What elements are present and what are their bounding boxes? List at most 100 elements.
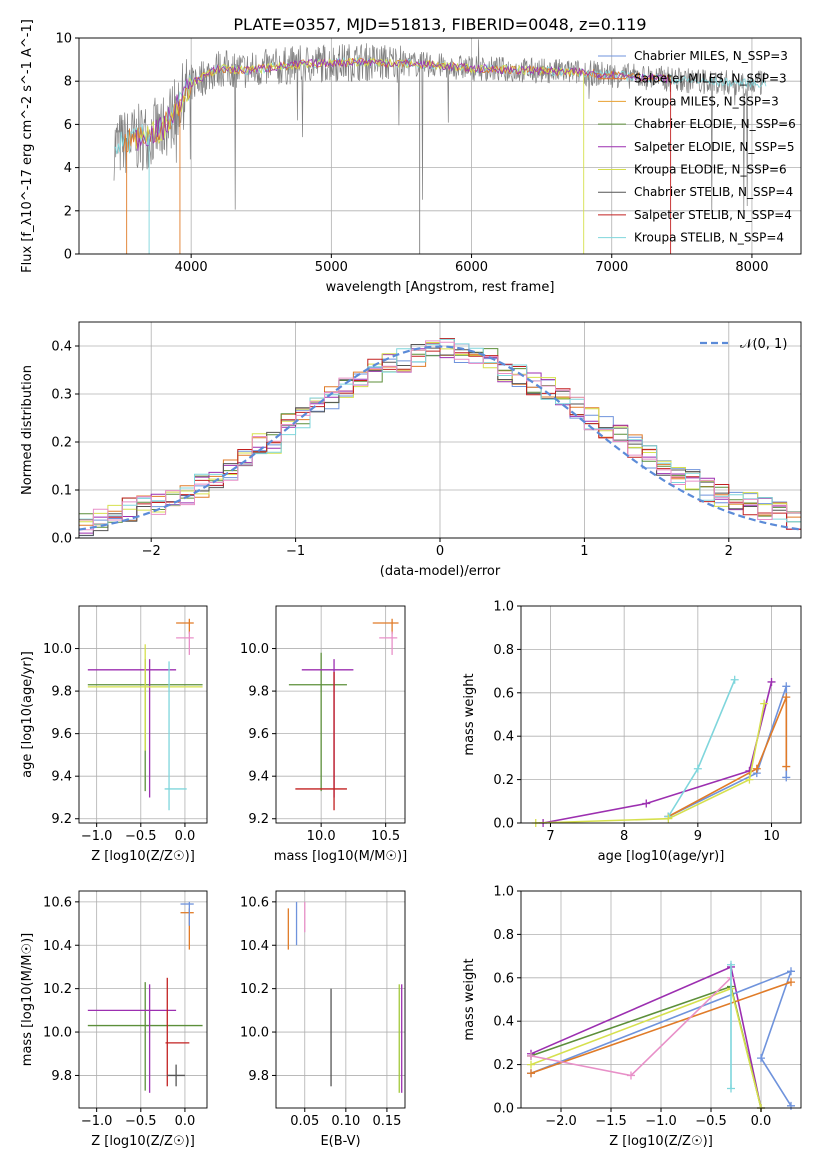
plot-area [87, 618, 203, 811]
x-axis-label: Z [log10(Z/Z☉)] [609, 1134, 713, 1149]
errorbar-point [180, 901, 194, 926]
tick-label-x: 4000 [175, 260, 208, 275]
axes: 0.05 0.10 0.15 9.8 10.0 10.2 10.4 10.6 E(B-V) [240, 890, 406, 1149]
tick-label-x: 7 [546, 829, 554, 844]
legend-label: Kroupa ELODIE, N_SSP=6 [634, 163, 787, 177]
tick-label-x: 10.5 [371, 829, 400, 844]
mass-weight-line [667, 679, 736, 817]
legend-label: 𝒩(0, 1) [740, 337, 787, 352]
axes-frame [78, 890, 208, 1109]
x-axis-label: age [log10(age/yr)] [598, 849, 725, 864]
tick-label-x: −1.0 [645, 1114, 677, 1129]
mass-weight-marker [757, 1054, 765, 1063]
legend-label: Chabrier ELODIE, N_SSP=6 [634, 117, 796, 131]
errorbar-point [301, 659, 354, 798]
tick-label-x: 9 [694, 829, 702, 844]
tick-label-y: 10.6 [240, 895, 269, 910]
legend: Chabrier MILES, N_SSP=3 Salpeter MILES, N… [598, 49, 796, 245]
mass-weight-marker [787, 1101, 795, 1110]
errorbar-point [87, 644, 203, 751]
tick-label-x: −2 [142, 544, 161, 559]
axes: −2 −1 0 1 2 0.0 0.1 0.2 0.3 0.4 (data-model)/error… [20, 321, 802, 579]
tick-label-y: 0.4 [51, 340, 72, 355]
mass-weight-marker [760, 699, 769, 708]
tick-label-x: 0.0 [175, 829, 196, 844]
tick-label-x: −1.0 [81, 1114, 113, 1129]
tick-label-x: 10 [763, 829, 780, 844]
tick-label-y: 10.2 [43, 982, 72, 997]
axes-frame [275, 890, 406, 1109]
y-axis-label: age [log10(age/yr)] [20, 651, 35, 778]
mass-weight-line [530, 987, 762, 1109]
errorbar-point [372, 618, 399, 634]
tick-label-x: 0.0 [175, 1114, 196, 1129]
tick-label-y: 9.8 [51, 685, 72, 700]
figure-title: PLATE=0357, MJD=51813, FIBERID=0048, z=0… [233, 15, 646, 34]
mass-weight-marker [693, 764, 702, 773]
axes: −2.0 −1.5 −1.0 −0.5 0.0 0.0 0.2 0.4 0.6 0.8 1.0 Z [… [462, 885, 802, 1149]
mass-weight-line [668, 686, 788, 818]
tick-label-x: 7000 [595, 260, 628, 275]
tick-label-y: 10.2 [240, 982, 269, 997]
spectrum-panel: 4000 5000 6000 7000 8000 0 2 4 6 8 10 wavelength [A… [20, 19, 802, 295]
axes: 4000 5000 6000 7000 8000 0 2 4 6 8 10 wavelength [A… [20, 19, 802, 295]
plot-area [531, 675, 791, 827]
errorbar-point [288, 652, 347, 792]
tick-label-x: 6000 [455, 260, 488, 275]
tick-label-x: 1 [580, 544, 588, 559]
tick-label-x: 0.0 [751, 1114, 772, 1129]
tick-label-x: −0.5 [125, 829, 157, 844]
tick-label-x: −2.0 [545, 1114, 577, 1129]
mass-vs-ebv-panel: 0.05 0.10 0.15 9.8 10.0 10.2 10.4 10.6 E(B-V) [240, 890, 406, 1149]
plot-area [288, 618, 399, 811]
mass-weight-line [535, 703, 765, 824]
tick-label-y: 4 [64, 161, 72, 176]
weight-vs-metallicity-panel: −2.0 −1.5 −1.0 −0.5 0.0 0.0 0.2 0.4 0.6 0.8 1.0 Z [… [462, 885, 802, 1149]
x-axis-label: Z [log10(Z/Z☉)] [91, 849, 195, 864]
mass-weight-marker [527, 1051, 535, 1060]
mass-vs-metallicity-panel: −1.0 −0.5 0.0 9.8 10.0 10.2 10.4 10.6 Z [log10(Z… [20, 890, 208, 1149]
x-axis-label: mass [log10(M/M☉)] [274, 849, 407, 864]
tick-label-y: 0 [64, 248, 72, 263]
axes: 10.0 10.5 9.2 9.4 9.6 9.8 10.0 mass [log10(M/M☉… [240, 605, 407, 864]
tick-label-y: 10.4 [43, 939, 72, 954]
tick-label-x: 2 [725, 544, 733, 559]
age-vs-metallicity-panel: −1.0 −0.5 0.0 9.2 9.4 9.6 9.8 10.0 Z [log10(Z/Z☉… [20, 605, 208, 864]
tick-label-x: 0.10 [331, 1114, 360, 1129]
weight-vs-age-panel: 7 8 9 10 0.0 0.2 0.4 0.6 0.8 1.0 age [log10(age/yr… [462, 600, 802, 864]
axes: −1.0 −0.5 0.0 9.2 9.4 9.6 9.8 10.0 Z [log10(Z/Z☉… [20, 605, 208, 864]
tick-label-x: −1 [286, 544, 305, 559]
gridlines [79, 891, 207, 1108]
axes-frame [520, 605, 802, 824]
tick-label-x: 0.15 [372, 1114, 401, 1129]
residuals-panel: −2 −1 0 1 2 0.0 0.1 0.2 0.3 0.4 (data-model)/error… [20, 321, 802, 579]
tick-label-y: 0.4 [493, 1015, 514, 1030]
tick-label-y: 9.8 [51, 1069, 72, 1084]
errorbar-point [176, 631, 194, 655]
x-axis-label: Z [log10(Z/Z☉)] [91, 1134, 195, 1149]
tick-label-y: 9.6 [51, 727, 72, 742]
normal-curve-line [78, 345, 802, 531]
mass-weight-marker [727, 1084, 735, 1093]
age-vs-mass-panel: 10.0 10.5 9.2 9.4 9.6 9.8 10.0 mass [log10(M/M☉… [240, 605, 407, 864]
legend-label: Salpeter ELODIE, N_SSP=5 [634, 140, 795, 154]
tick-label-y: 9.6 [248, 727, 269, 742]
y-axis-label: mass weight [462, 958, 477, 1040]
mass-weight-marker [782, 682, 791, 691]
mass-weight-line [530, 981, 792, 1075]
legend-label: Salpeter MILES, N_SSP=3 [634, 72, 787, 86]
tick-label-x: −0.5 [125, 1114, 157, 1129]
y-axis-label: mass [log10(M/M☉)] [20, 933, 35, 1066]
tick-label-y: 10.4 [240, 939, 269, 954]
model-spectrum-line [113, 56, 767, 155]
gridlines [79, 606, 207, 823]
tick-label-x: −1.0 [81, 829, 113, 844]
mass-weight-marker [745, 775, 754, 784]
tick-label-y: 2 [64, 204, 72, 219]
tick-label-y: 9.4 [248, 770, 269, 785]
mass-weight-marker [782, 693, 791, 702]
legend-label: Salpeter STELIB, N_SSP=4 [634, 208, 792, 222]
errorbar-point [165, 977, 190, 1087]
errorbar-point [167, 1064, 185, 1087]
tick-label-y: 8 [64, 75, 72, 90]
